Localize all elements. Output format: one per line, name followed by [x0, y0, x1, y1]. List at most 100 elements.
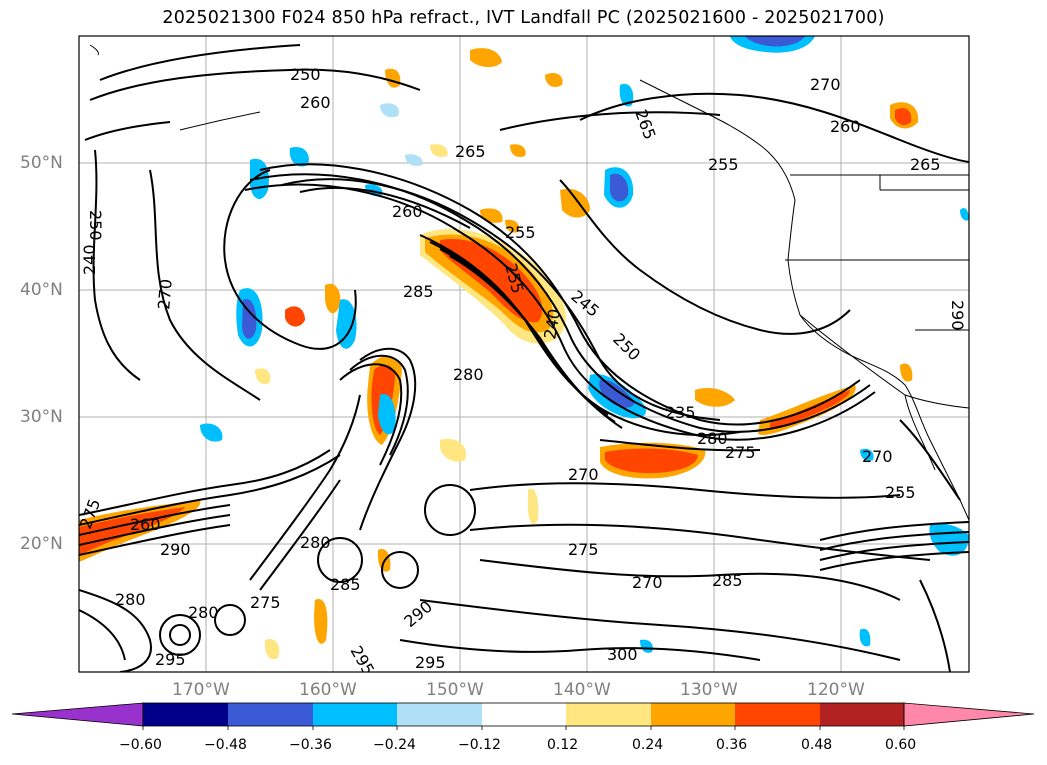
- contour-south-4: [419, 599, 901, 661]
- contour-label: 280: [188, 603, 219, 622]
- contour-loop-1: [223, 169, 357, 350]
- contour-label: 300: [607, 645, 638, 664]
- figure-title: 2025021300 F024 850 hPa refract., IVT La…: [162, 8, 885, 28]
- map-frame: [78, 35, 970, 673]
- colorbar-label: 0.48: [801, 737, 833, 753]
- contour-mid-4: [249, 394, 361, 581]
- colorbar-bin: [482, 703, 566, 726]
- contour-mid-1: [359, 347, 417, 531]
- contour-label: 235: [665, 403, 696, 422]
- contour-left-1: [79, 449, 331, 516]
- small-patch-15: [505, 219, 520, 233]
- contour-label: 285: [330, 575, 361, 594]
- contour-label: 255: [708, 155, 739, 174]
- colorbar-extend-high: [903, 702, 1035, 727]
- lon-label-140w: 140°W: [553, 680, 611, 700]
- colorbar: [11, 702, 1035, 730]
- contour-ring-1: [159, 614, 201, 656]
- contour-south-5: [399, 639, 761, 661]
- small-patch-13: [527, 488, 539, 524]
- state-border-3: [799, 314, 906, 396]
- contour-south-3: [479, 559, 901, 601]
- colorbar-bin: [228, 703, 313, 726]
- contour-band-1: [599, 439, 761, 452]
- map-content: 250 260 265 270 260 265 255 260 255 265 …: [79, 36, 969, 672]
- contour-left-4: [79, 514, 231, 546]
- contour-label: 275: [568, 540, 599, 559]
- contour-south-1: [469, 482, 901, 499]
- contour-east-1: [899, 419, 961, 501]
- contour-north-5: [84, 121, 171, 141]
- colorbar-label: −0.24: [373, 737, 416, 753]
- lon-label-120w: 120°W: [807, 680, 865, 700]
- blue-patch-18: [859, 628, 871, 647]
- contour-label: 260: [392, 202, 423, 221]
- contour-label: 270: [154, 278, 176, 310]
- contour-label: 275: [725, 443, 756, 462]
- contour-label: 270: [632, 573, 663, 592]
- contour-label: 255: [505, 223, 536, 242]
- contour-mid-2: [349, 354, 409, 456]
- contour-label: 270: [810, 75, 841, 94]
- contour-label: 285: [712, 571, 743, 590]
- contour-label: 270: [568, 465, 599, 484]
- colorbar-bin: [566, 703, 651, 726]
- contour-label: 285: [403, 282, 434, 301]
- contour-label: 295: [155, 650, 186, 669]
- contour-south-2: [469, 523, 931, 561]
- us-mexico-border: [904, 394, 969, 409]
- colorbar-bin: [735, 703, 820, 726]
- small-patch-8: [470, 48, 502, 68]
- contour-east-2: [919, 579, 951, 672]
- colorbar-frame: [142, 702, 905, 727]
- small-patch-14: [440, 438, 466, 462]
- blue-patch-21: [960, 208, 969, 221]
- lat-label-30n: 30°N: [20, 407, 63, 427]
- small-patch-16: [510, 144, 526, 157]
- lon-label-130w: 130°W: [680, 680, 738, 700]
- contour-label: 280: [697, 429, 728, 448]
- contour-north-1: [579, 92, 969, 163]
- contour-right-2: [819, 531, 969, 551]
- gridlines: [79, 36, 969, 672]
- colorbar-label: 0.60: [885, 737, 917, 753]
- small-patch-11: [900, 363, 913, 382]
- small-patch-4: [895, 108, 912, 126]
- colorbar-label: −0.48: [204, 737, 247, 753]
- contour-label: 260: [830, 117, 861, 136]
- contour-loop-2: [559, 179, 851, 335]
- colorbar-bin: [651, 703, 735, 726]
- blue-patch-17: [640, 639, 653, 653]
- blue-patch-4: [610, 173, 629, 202]
- small-patch-1: [560, 188, 590, 218]
- island-1: [89, 44, 99, 56]
- contour-west-1: [92, 149, 141, 381]
- blue-patch-6: [745, 36, 805, 47]
- band-patch-core: [605, 448, 698, 474]
- blue-patch-20: [405, 154, 423, 166]
- contour-label: 295: [415, 653, 446, 672]
- contour-label: 280: [300, 533, 331, 552]
- contour-left-3: [79, 504, 231, 536]
- blue-patch-2: [599, 379, 635, 408]
- lon-label-160w: 160°W: [299, 680, 357, 700]
- aleutians: [179, 111, 261, 131]
- colorbar-bin: [143, 703, 228, 726]
- contour-left-5: [79, 524, 231, 556]
- contour-sw-2: [79, 609, 126, 661]
- blue-patch-15: [200, 423, 223, 442]
- contour-label: 275: [250, 593, 281, 612]
- colorbar-ticks: [142, 726, 905, 730]
- small-patch-6: [285, 306, 305, 327]
- contour-label: 260: [130, 515, 161, 534]
- colorbar-label: −0.12: [458, 737, 501, 753]
- lat-label-50n: 50°N: [20, 153, 63, 173]
- baja-coast: [904, 394, 936, 471]
- contour-label: 240: [80, 244, 99, 275]
- contour-3: [244, 183, 876, 441]
- contour-label: 265: [455, 142, 486, 161]
- contour-label: 260: [300, 93, 331, 112]
- contour-right-3: [819, 541, 969, 561]
- contour-8: [281, 178, 721, 421]
- contour-mid-3: [339, 363, 403, 466]
